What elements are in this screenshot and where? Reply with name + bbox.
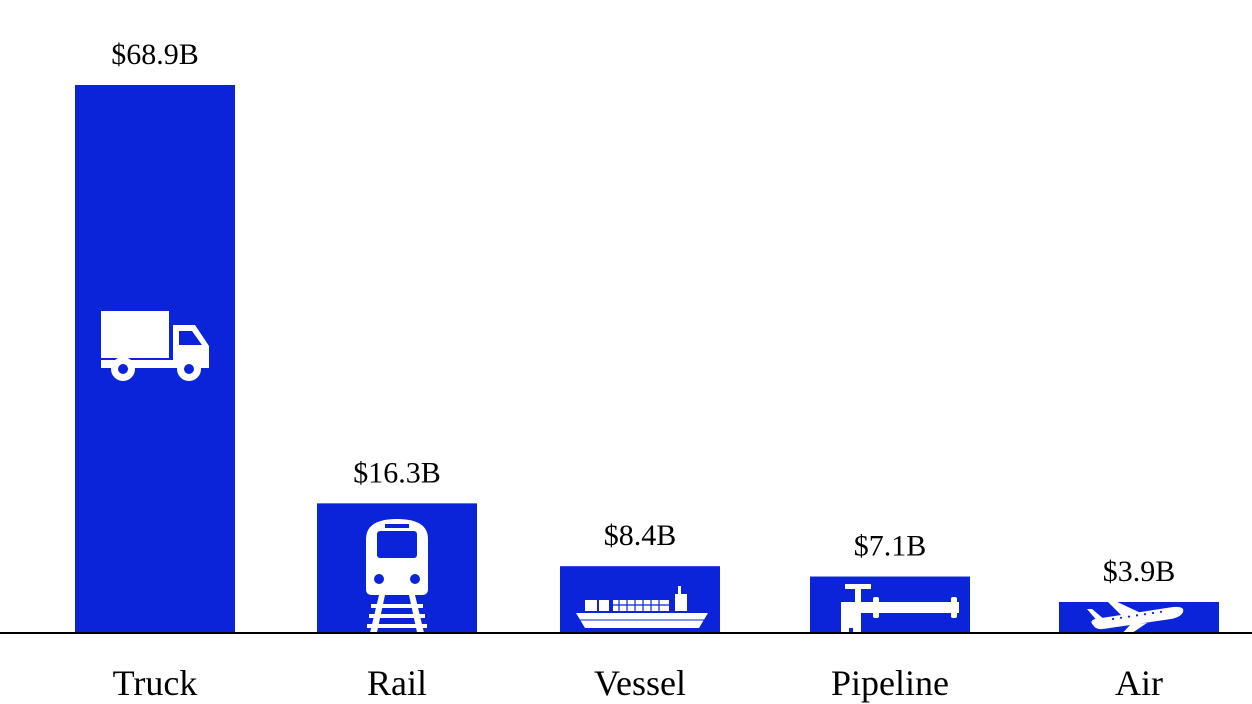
value-label-rail: $16.3B xyxy=(353,456,441,489)
icons-layer xyxy=(101,311,1184,639)
labels-layer: $68.9B Truck $16.3B Rail $8.4B Vessel $7.1B Pip… xyxy=(111,38,1175,703)
category-label-truck: Truck xyxy=(113,663,198,703)
bar-truck xyxy=(75,85,235,633)
truck-icon xyxy=(101,311,209,381)
category-label-air: Air xyxy=(1115,663,1163,703)
value-label-truck: $68.9B xyxy=(111,38,199,71)
category-label-rail: Rail xyxy=(367,663,427,703)
value-label-vessel: $8.4B xyxy=(604,519,677,552)
pipeline-icon xyxy=(841,584,959,636)
train-icon xyxy=(365,519,429,637)
category-label-vessel: Vessel xyxy=(594,663,686,703)
airplane-icon xyxy=(1087,600,1184,639)
value-label-air: $3.9B xyxy=(1103,555,1176,588)
value-label-pipeline: $7.1B xyxy=(854,530,927,563)
ship-icon xyxy=(576,586,708,628)
category-label-pipeline: Pipeline xyxy=(831,663,949,703)
